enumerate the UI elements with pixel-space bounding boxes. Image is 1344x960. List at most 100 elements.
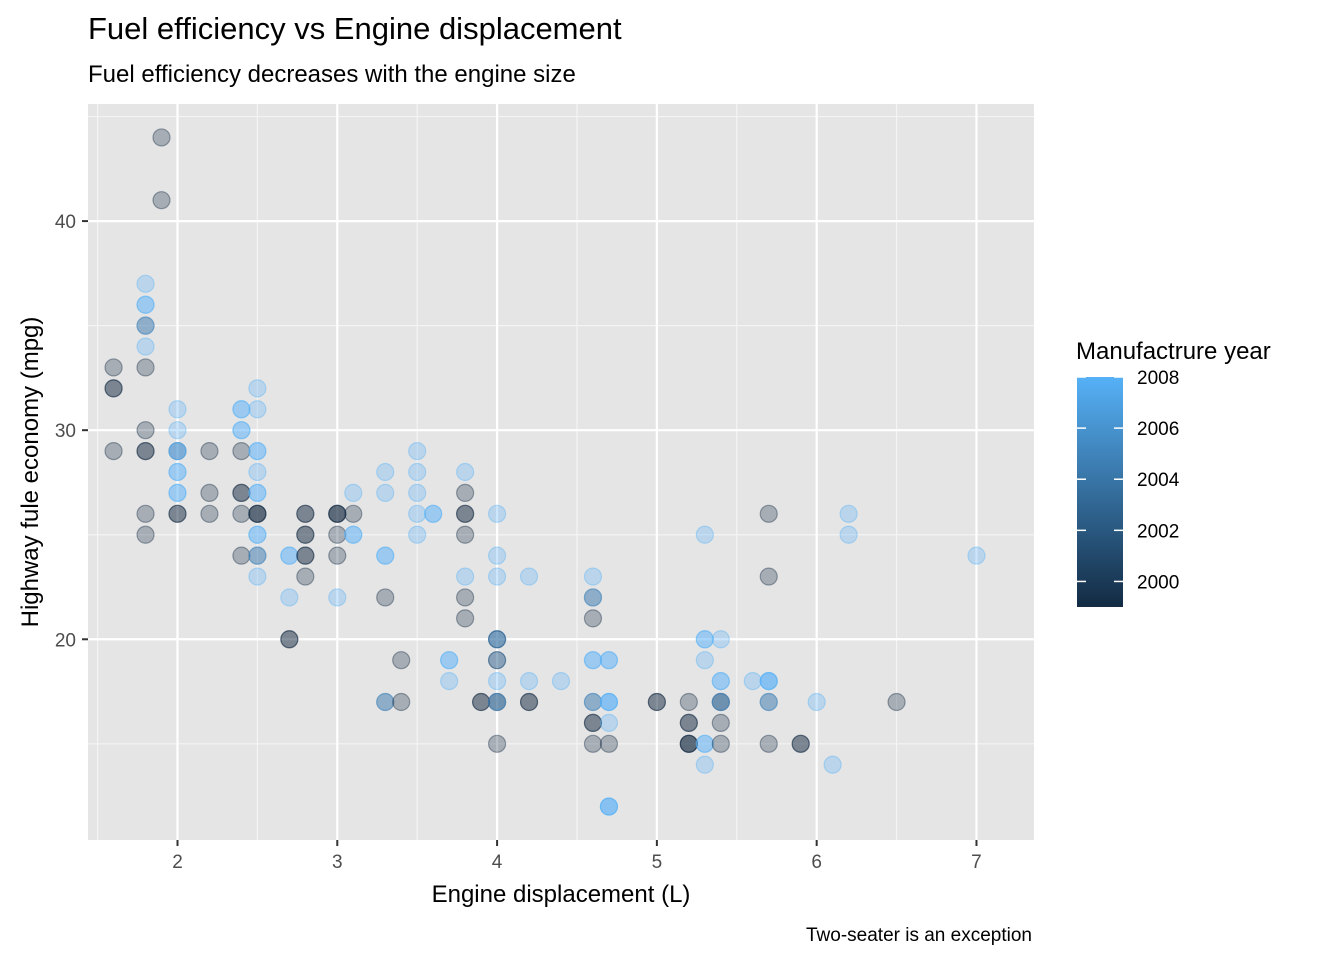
x-tick-label: 3 [332, 852, 343, 873]
data-point [711, 692, 730, 712]
data-point [887, 692, 906, 712]
data-point [328, 504, 347, 523]
data-point [599, 692, 619, 712]
data-point [487, 630, 507, 649]
y-tick-label: 30 [55, 421, 76, 442]
data-point [647, 692, 666, 712]
data-point [168, 462, 187, 482]
data-point [280, 630, 299, 649]
data-point [487, 671, 507, 691]
data-point [599, 713, 619, 733]
data-point [759, 567, 778, 586]
chart-subtitle: Fuel efficiency decreases with the engin… [88, 61, 576, 88]
data-point [392, 692, 411, 712]
x-tick-label: 7 [971, 852, 982, 873]
data-point [152, 191, 171, 210]
data-point [232, 483, 251, 503]
data-point [583, 692, 603, 712]
data-point [136, 525, 155, 544]
data-point [583, 651, 603, 670]
legend-breaks: 2000 2002 2004 2006 2008 [1077, 368, 1180, 593]
data-point [695, 734, 714, 753]
data-point [456, 567, 475, 586]
data-point [711, 692, 730, 712]
data-point [839, 525, 858, 544]
legend-break-label: 2000 [1137, 572, 1179, 593]
data-point [200, 483, 219, 503]
data-point [168, 462, 187, 482]
data-point [152, 128, 171, 147]
data-point [248, 483, 267, 503]
data-point [136, 337, 155, 356]
data-point [168, 400, 187, 419]
data-point [104, 441, 123, 461]
data-point [248, 441, 267, 461]
data-point [328, 546, 347, 565]
chart-title: Fuel efficiency vs Engine displacement [88, 11, 622, 46]
legend-break-label: 2002 [1137, 521, 1179, 542]
data-point [296, 546, 315, 565]
data-point [456, 525, 475, 544]
y-tick-label: 40 [55, 212, 76, 233]
data-point [248, 483, 267, 503]
data-point [136, 441, 155, 461]
data-point [695, 630, 714, 649]
data-point [487, 692, 507, 712]
data-point [679, 713, 698, 733]
data-point [599, 651, 619, 670]
data-point [104, 379, 123, 398]
data-point [376, 462, 395, 482]
data-point [711, 692, 730, 712]
data-point [599, 734, 619, 753]
data-point [136, 441, 155, 461]
data-point [248, 567, 267, 586]
data-point [487, 567, 507, 586]
data-points [104, 128, 986, 816]
data-point [695, 651, 714, 670]
legend-colorbar [1077, 377, 1123, 607]
x-tick-label: 4 [492, 852, 503, 873]
data-point [759, 671, 778, 691]
data-point [599, 692, 619, 712]
data-point [328, 525, 347, 544]
data-point [376, 483, 395, 503]
data-point [136, 504, 155, 523]
data-point [440, 651, 459, 670]
data-point [168, 441, 187, 461]
data-point [759, 692, 778, 712]
data-point [136, 274, 155, 293]
data-point [807, 692, 826, 712]
data-point [599, 692, 619, 712]
data-point [168, 441, 187, 461]
data-point [168, 421, 187, 440]
data-point [200, 504, 219, 523]
data-point [424, 504, 443, 523]
data-point [232, 421, 251, 440]
data-point [248, 379, 267, 398]
data-point [408, 525, 427, 544]
data-point [679, 713, 698, 733]
data-point [456, 462, 475, 482]
data-point [695, 755, 714, 774]
data-point [408, 441, 427, 461]
data-point [599, 797, 619, 816]
data-point [248, 400, 267, 419]
x-tick-label: 5 [652, 852, 663, 873]
legend-break-label: 2004 [1137, 470, 1180, 491]
data-point [136, 295, 155, 314]
data-point [519, 692, 539, 712]
data-point [376, 588, 395, 607]
data-point [136, 316, 155, 335]
data-point [519, 692, 539, 712]
data-point [487, 630, 507, 649]
data-point [168, 504, 187, 523]
data-point [695, 525, 714, 544]
data-point [136, 316, 155, 335]
data-point [583, 588, 603, 607]
data-point [136, 295, 155, 314]
data-point [599, 651, 619, 670]
data-point [695, 630, 714, 649]
data-point [679, 734, 698, 753]
data-point [296, 504, 315, 523]
data-point [759, 504, 778, 523]
